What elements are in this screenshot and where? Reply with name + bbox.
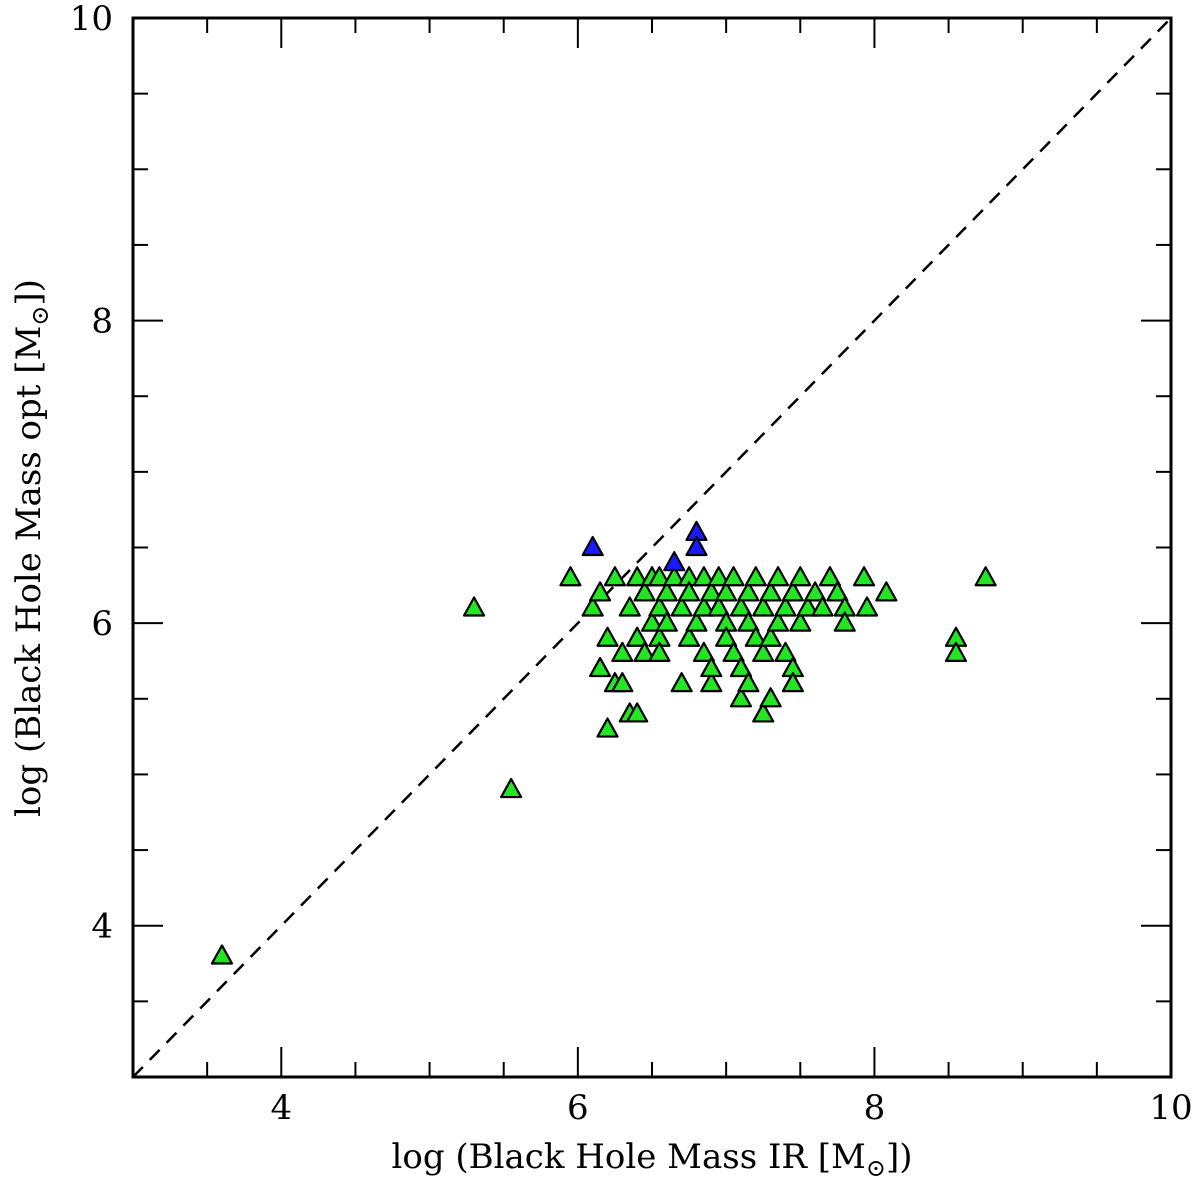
green-triangle-point — [589, 581, 612, 602]
green-triangle-point — [626, 702, 649, 723]
green-triangle-point — [603, 566, 627, 587]
green-triangle-point — [648, 566, 671, 587]
green-triangle-point — [677, 626, 701, 647]
green-triangle-point — [796, 596, 819, 617]
green-triangle-point — [692, 596, 715, 617]
green-triangle-point — [715, 581, 738, 602]
green-triangle-point — [648, 641, 671, 662]
green-triangle-point — [818, 566, 842, 587]
x-tick-label: 6 — [567, 1088, 589, 1128]
green-triangle-point — [722, 641, 745, 662]
green-triangle-point — [852, 566, 876, 587]
green-triangle-point — [833, 611, 856, 632]
x-tick-label: 10 — [1149, 1088, 1192, 1128]
green-triangle-point — [462, 596, 486, 617]
green-triangle-point — [789, 611, 812, 632]
green-triangle-point — [611, 641, 634, 662]
green-triangle-point — [855, 596, 879, 617]
green-triangle-point — [596, 626, 619, 647]
y-tick-label: 6 — [91, 604, 113, 644]
green-triangle-point — [655, 611, 678, 632]
green-triangle-point — [781, 672, 804, 693]
axis-ticks — [132, 17, 1172, 1078]
green-triangle-point — [633, 581, 656, 602]
green-triangle-point — [670, 672, 693, 693]
green-triangle-point — [737, 672, 760, 693]
data-points — [210, 520, 997, 965]
blue-triangle-point — [685, 535, 708, 557]
green-triangle-point — [781, 581, 804, 602]
green-triangle-point — [707, 596, 730, 617]
green-triangle-point — [752, 641, 775, 662]
y-tick-label: 10 — [70, 0, 113, 39]
one-to-one-dashed-line — [132, 17, 1172, 1078]
green-triangle-point — [648, 596, 671, 617]
x-tick-label: 8 — [864, 1088, 886, 1128]
x-axis-label: log (Black Hole Mass IR [M⊙]) — [391, 1137, 912, 1182]
y-tick-label: 4 — [91, 907, 113, 947]
green-triangle-point — [700, 656, 723, 678]
green-triangle-point — [640, 611, 664, 632]
green-triangle-point — [826, 581, 849, 602]
green-triangle-point — [722, 566, 745, 587]
green-triangle-point — [729, 656, 753, 678]
green-triangle-point — [737, 611, 760, 632]
green-triangle-point — [811, 596, 834, 617]
green-triangle-point — [692, 641, 715, 662]
green-triangle-point — [944, 641, 968, 662]
green-triangle-point — [744, 626, 767, 647]
green-triangle-point — [707, 566, 730, 587]
y-tick-label: 8 — [91, 302, 113, 342]
green-triangle-point — [210, 944, 234, 965]
green-triangle-point — [633, 641, 656, 662]
green-triangle-point — [692, 566, 715, 587]
green-triangle-point — [759, 626, 782, 647]
green-triangle-point — [766, 611, 790, 632]
green-triangle-point — [789, 566, 812, 587]
green-triangle-point — [752, 702, 775, 723]
green-triangle-point — [618, 596, 641, 617]
green-triangle-point — [559, 566, 582, 587]
green-triangle-point — [611, 672, 634, 693]
x-tick-label: 4 — [270, 1088, 292, 1128]
green-triangle-point — [974, 566, 997, 587]
green-triangle-point — [677, 581, 701, 602]
green-triangle-point — [737, 581, 760, 602]
green-triangle-point — [663, 566, 686, 587]
green-triangle-point — [875, 581, 898, 602]
green-triangle-point — [700, 672, 723, 693]
green-triangle-point — [804, 581, 827, 602]
green-triangle-point — [744, 566, 767, 587]
y-axis-label: log (Black Hole Mass opt [M⊙]) — [9, 279, 54, 817]
green-triangle-point — [752, 596, 775, 617]
green-triangle-point — [759, 687, 782, 708]
green-triangle-point — [774, 596, 797, 617]
green-triangle-point — [589, 656, 612, 678]
green-triangle-point — [670, 596, 693, 617]
green-triangle-point — [626, 566, 649, 587]
green-triangle-point — [596, 717, 619, 738]
green-triangle-point — [581, 596, 604, 617]
green-triangle-point — [685, 611, 708, 632]
reference-line-group — [132, 17, 1172, 1078]
green-triangle-point — [626, 626, 649, 647]
green-triangle-point — [759, 581, 782, 602]
tick-labels: 4 6 8 10 4 6 8 10 — [70, 0, 1193, 1128]
green-triangle-point — [715, 626, 738, 647]
green-triangle-point — [774, 641, 797, 662]
green-triangle-point — [766, 566, 790, 587]
blue-triangle-point — [663, 551, 686, 572]
green-triangle-point — [655, 581, 678, 602]
green-triangle-point — [729, 596, 753, 617]
green-triangle-point — [700, 581, 723, 602]
green-triangle-point — [500, 777, 523, 799]
green-triangle-point — [729, 687, 753, 708]
blue-triangle-point — [581, 535, 604, 557]
